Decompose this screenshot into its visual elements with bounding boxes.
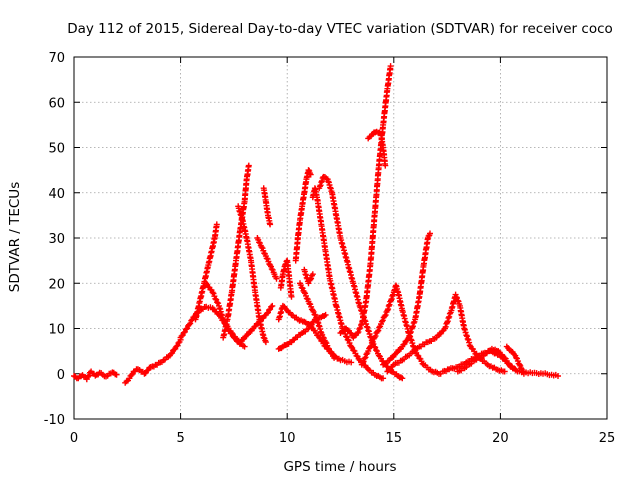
x-tick-label: 0: [70, 431, 78, 446]
marker-track: [192, 221, 220, 323]
marker-track: [297, 280, 338, 361]
y-tick-label: -10: [44, 413, 65, 428]
data-marks: [71, 63, 561, 386]
x-tick-label: 5: [176, 431, 184, 446]
x-tick-label: 25: [599, 431, 616, 446]
series-sat-y: [503, 343, 527, 377]
series-sat-u: [380, 230, 433, 368]
series-sat-g: [235, 203, 269, 346]
marker-track: [71, 368, 120, 383]
series-sat-i: [260, 185, 274, 228]
y-tick-label: 0: [57, 368, 65, 383]
y-tick-label: 40: [48, 187, 65, 202]
series-sat-o: [301, 266, 316, 287]
y-axis-label: SDTVAR / TECUs: [7, 182, 23, 292]
marker-track: [454, 345, 561, 379]
marker-track: [235, 203, 269, 346]
series-sat-j: [277, 257, 295, 300]
marker-track: [260, 185, 274, 228]
marker-track: [254, 235, 280, 282]
chart-title: Day 112 of 2015, Sidereal Day-to-day VTE…: [67, 21, 613, 37]
x-axis-label: GPS time / hours: [283, 459, 396, 475]
series-sat-b: [122, 336, 184, 386]
axis-ticks: 0 5 10 15 20 25 -10 0 10 20 30 40 50 60 70: [44, 51, 616, 446]
marker-track: [380, 230, 433, 368]
marker-track: [358, 282, 444, 377]
series-sat-e: [203, 280, 276, 346]
marker-track: [301, 266, 316, 287]
series-sat-a: [71, 368, 120, 383]
marker-track: [292, 167, 314, 264]
series-sat-m: [292, 167, 314, 264]
marker-track: [122, 336, 184, 386]
series-sat-n: [297, 280, 338, 361]
series-sat-h: [254, 235, 280, 282]
marker-track: [309, 185, 387, 382]
series-sat-d: [192, 221, 220, 323]
x-tick-label: 10: [279, 431, 296, 446]
marker-track: [203, 280, 276, 346]
x-tick-label: 15: [386, 431, 403, 446]
x-tick-label: 20: [492, 431, 509, 446]
series-sat-x: [454, 345, 561, 379]
y-tick-label: 30: [48, 232, 65, 247]
series-sat-t: [358, 282, 444, 377]
y-tick-label: 70: [48, 51, 65, 66]
marker-track: [277, 257, 295, 300]
y-tick-label: 20: [48, 277, 65, 292]
series-sat-s: [365, 128, 389, 169]
y-tick-label: 60: [48, 96, 65, 111]
series-sat-v: [384, 291, 508, 375]
y-tick-label: 10: [48, 323, 65, 338]
marker-track: [365, 128, 389, 169]
series-sat-p: [309, 185, 387, 382]
y-tick-label: 50: [48, 142, 65, 157]
marker-track: [384, 291, 508, 375]
